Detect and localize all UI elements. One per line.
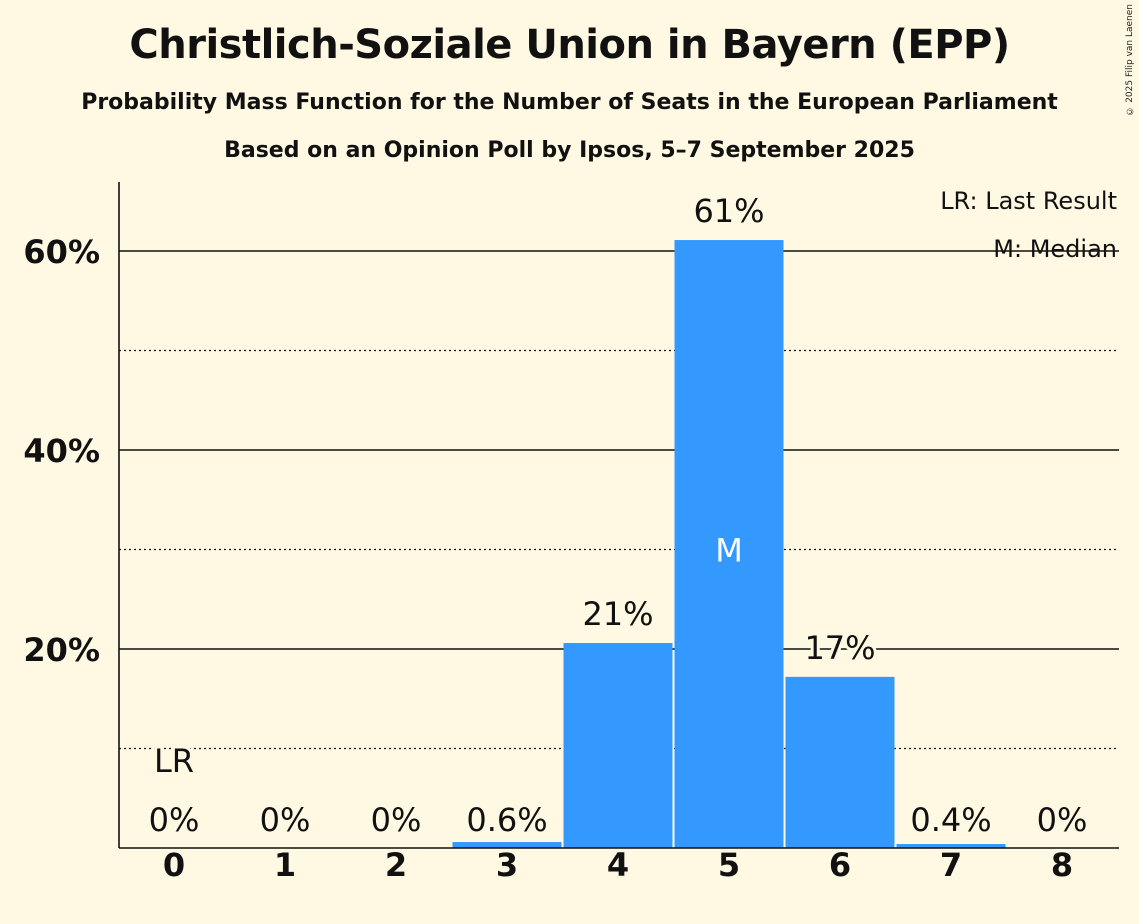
x-tick-label: 7 bbox=[940, 846, 962, 884]
value-label: 0% bbox=[260, 801, 311, 839]
x-tick-label: 5 bbox=[718, 846, 740, 884]
chart-subtitle: Probability Mass Function for the Number… bbox=[81, 90, 1058, 115]
median-marker: M bbox=[715, 532, 743, 570]
value-label: 21% bbox=[582, 595, 653, 633]
value-label: 0% bbox=[149, 801, 200, 839]
x-tick-label: 2 bbox=[385, 846, 407, 884]
x-tick-label: 4 bbox=[607, 846, 629, 884]
bar-seats-5 bbox=[674, 240, 784, 848]
value-label: 0% bbox=[1037, 801, 1088, 839]
x-tick-label: 6 bbox=[829, 846, 851, 884]
value-label: 0% bbox=[371, 801, 422, 839]
x-tick-label: 3 bbox=[496, 846, 518, 884]
value-label: 17% bbox=[804, 629, 875, 667]
x-tick-label: 0 bbox=[163, 846, 185, 884]
bar-seats-4 bbox=[563, 643, 673, 848]
bar-seats-7 bbox=[896, 844, 1006, 848]
value-label: 0.6% bbox=[466, 801, 547, 839]
bar-seats-3 bbox=[452, 842, 562, 848]
y-tick-label: 20% bbox=[23, 631, 100, 669]
value-label: 0.4% bbox=[910, 801, 991, 839]
last-result-marker: LR bbox=[154, 742, 194, 780]
y-tick-label: 40% bbox=[23, 432, 100, 470]
y-tick-label: 60% bbox=[23, 233, 100, 271]
chart-source-note: Based on an Opinion Poll by Ipsos, 5–7 S… bbox=[224, 138, 915, 163]
bar-seats-6 bbox=[785, 676, 895, 848]
value-label: 61% bbox=[693, 192, 764, 230]
chart-title: Christlich-Soziale Union in Bayern (EPP) bbox=[129, 22, 1010, 68]
legend-median: M: Median bbox=[993, 235, 1117, 263]
x-tick-label: 8 bbox=[1051, 846, 1073, 884]
x-tick-label: 1 bbox=[274, 846, 296, 884]
legend-last-result: LR: Last Result bbox=[940, 187, 1117, 215]
